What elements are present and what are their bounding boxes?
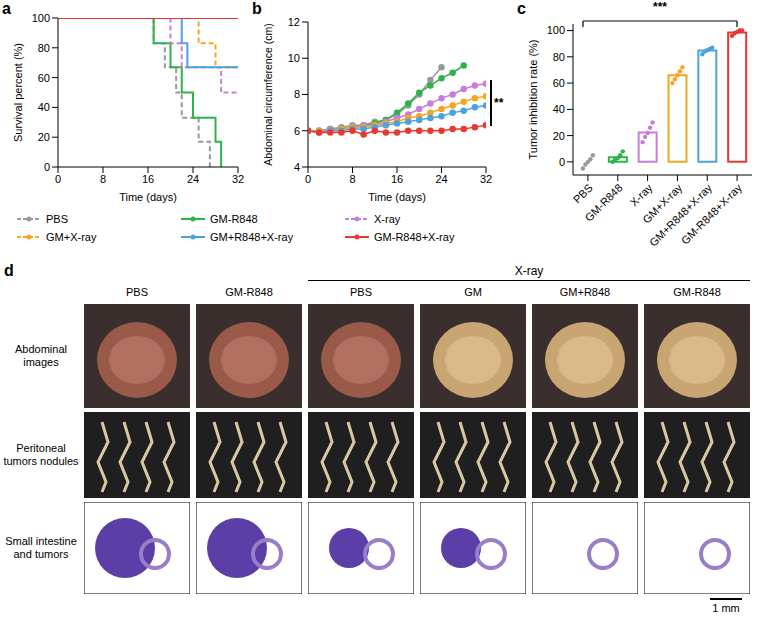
svg-text:40: 40	[553, 103, 565, 115]
svg-text:100: 100	[32, 12, 50, 24]
svg-text:6: 6	[294, 125, 300, 137]
svg-text:Abdominal circumference (cm): Abdominal circumference (cm)	[262, 23, 274, 165]
svg-text:60: 60	[38, 72, 50, 84]
html-text:b: b	[252, 0, 262, 17]
svg-text:8: 8	[100, 173, 106, 185]
html-text:GM-R848+X-ray: GM-R848+X-ray	[374, 231, 455, 243]
svg-text:0: 0	[559, 156, 565, 168]
svg-text:80: 80	[38, 42, 50, 54]
svg-text:8: 8	[349, 173, 355, 185]
html-text:GM+R848+X-ray: GM+R848+X-ray	[210, 231, 294, 243]
svg-text:24: 24	[187, 173, 199, 185]
html-text:GM+R848: GM+R848	[559, 286, 611, 298]
html-text:PBS: PBS	[126, 286, 148, 298]
html-text:GM: GM	[464, 286, 482, 298]
html-text:GM-R848: GM-R848	[225, 286, 273, 298]
html-text:PBS: PBS	[46, 213, 68, 225]
html-text:Small intestine and tumors: Small intestine and tumors	[5, 535, 77, 560]
svg-text:8: 8	[294, 88, 300, 100]
html-text:PBS: PBS	[350, 286, 372, 298]
svg-text:32: 32	[232, 173, 244, 185]
svg-text:GM-R848+X-ray: GM-R848+X-ray	[679, 181, 745, 247]
svg-text:GM+R848+X-ray: GM+R848+X-ray	[646, 181, 715, 249]
svg-text:16: 16	[391, 173, 403, 185]
svg-text:80: 80	[553, 51, 565, 63]
svg-text:20: 20	[553, 130, 565, 142]
svg-text:0: 0	[55, 173, 61, 185]
svg-text:12: 12	[288, 16, 300, 28]
html-text:GM+X-ray: GM+X-ray	[46, 231, 97, 243]
html-text:a: a	[2, 0, 11, 17]
svg-text:32: 32	[480, 173, 492, 185]
svg-text:0: 0	[305, 173, 311, 185]
html-text:Peritoneal tumors nodules: Peritoneal tumors nodules	[3, 442, 79, 467]
svg-text:16: 16	[142, 173, 154, 185]
html-text:d: d	[4, 262, 14, 279]
svg-text:GM+X-ray: GM+X-ray	[640, 181, 685, 226]
html-text:c: c	[517, 0, 526, 17]
html-text:GM-R848: GM-R848	[673, 286, 721, 298]
svg-text:PBS: PBS	[571, 181, 595, 205]
svg-text:GM-R848: GM-R848	[582, 181, 624, 223]
svg-text:4: 4	[294, 161, 300, 173]
svg-text:20: 20	[38, 131, 50, 143]
svg-text:Tumor inhibition rate (%): Tumor inhibition rate (%)	[527, 39, 539, 159]
html-text:GM-R848: GM-R848	[210, 213, 258, 225]
svg-text:60: 60	[553, 77, 565, 89]
svg-text:0: 0	[44, 161, 50, 173]
html-text:1 mm: 1 mm	[712, 602, 740, 614]
html-text:X-ray: X-ray	[514, 264, 544, 278]
svg-text:Survival percent (%): Survival percent (%)	[12, 43, 24, 142]
svg-text:100: 100	[547, 24, 565, 36]
html-text:Abdominal images: Abdominal images	[15, 343, 67, 368]
html-text:X-ray: X-ray	[374, 213, 401, 225]
svg-text:Time (days): Time (days)	[368, 191, 426, 203]
svg-text:X-ray: X-ray	[627, 181, 654, 208]
svg-text:24: 24	[435, 173, 447, 185]
svg-text:40: 40	[38, 101, 50, 113]
svg-text:10: 10	[288, 52, 300, 64]
svg-text:Time (days): Time (days)	[119, 191, 177, 203]
